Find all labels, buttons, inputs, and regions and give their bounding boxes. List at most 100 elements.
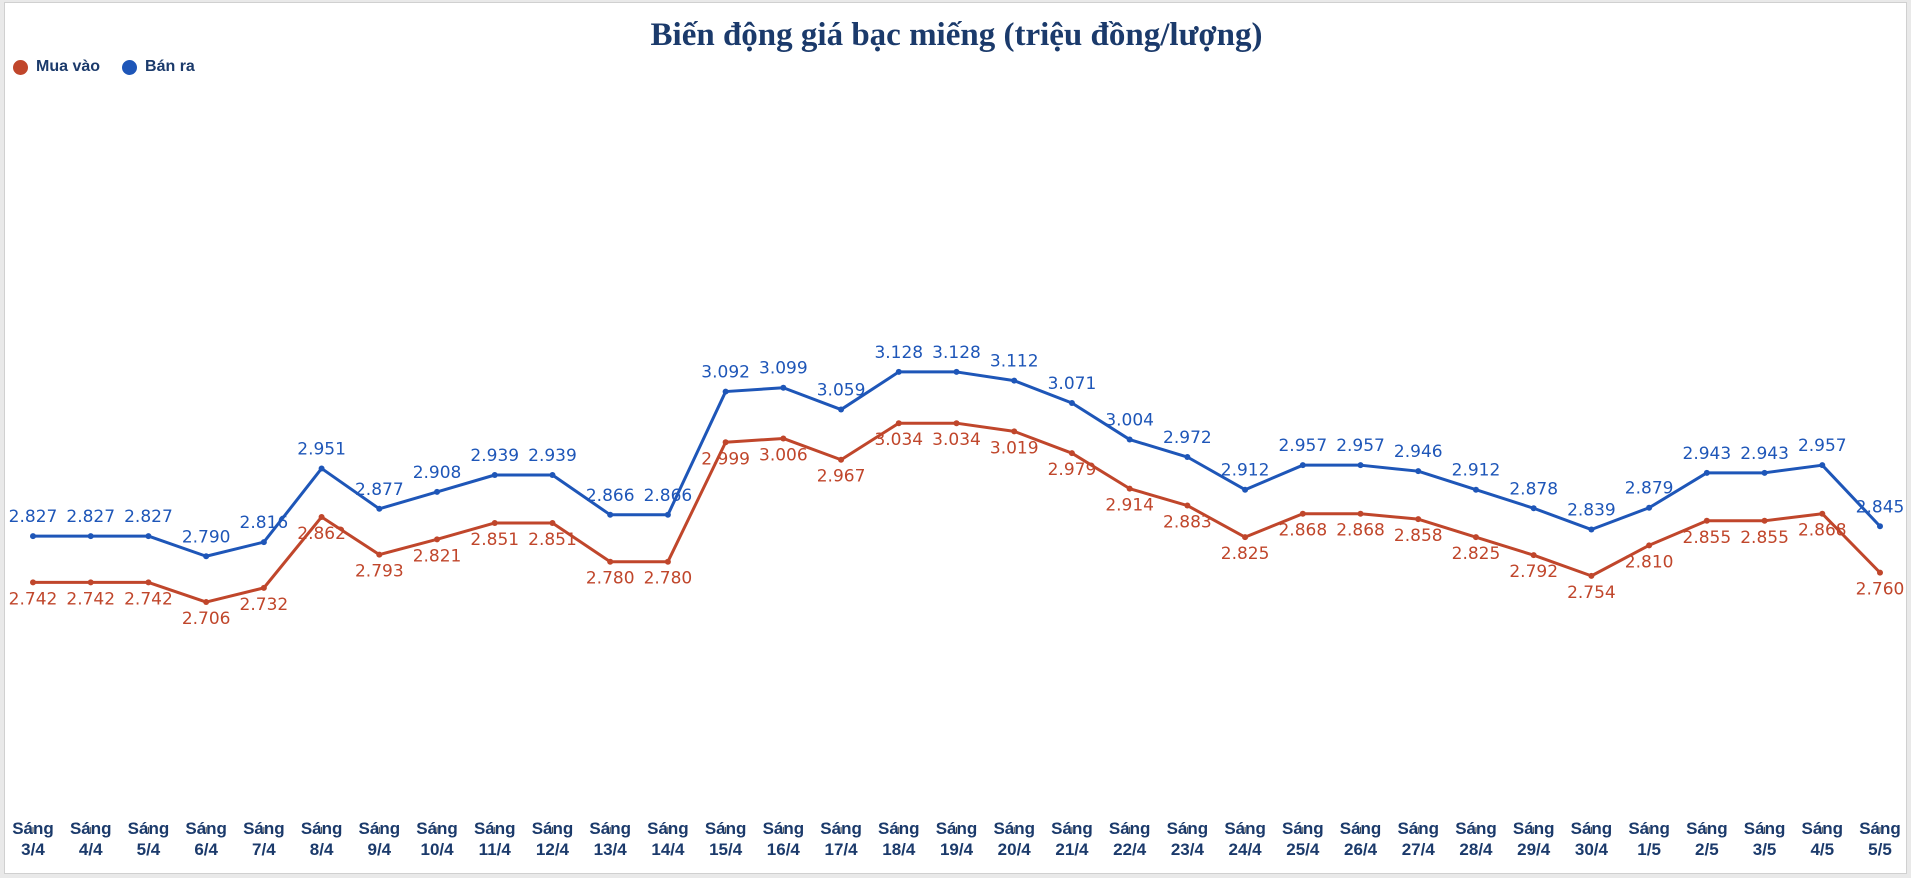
data-label: 2.967 [817, 467, 866, 487]
data-label: 2.883 [1163, 513, 1212, 533]
data-point [203, 599, 210, 606]
x-tick-label: 28/4 [1459, 840, 1493, 859]
data-label: 2.827 [66, 507, 115, 527]
x-tick-label: 4/5 [1810, 840, 1834, 859]
data-point [1011, 377, 1018, 384]
x-tick-label: 30/4 [1575, 840, 1609, 859]
x-tick-label: Sáng [1340, 819, 1382, 838]
data-label: 2.821 [413, 546, 462, 566]
x-tick-label: 10/4 [420, 840, 454, 859]
data-label: 3.128 [932, 343, 981, 363]
legend-item-buy: Mua vào [13, 58, 100, 76]
data-point [549, 471, 556, 478]
data-label: 2.742 [9, 589, 58, 609]
data-point [1877, 569, 1883, 576]
legend-buy-label: Mua vào [36, 58, 101, 75]
data-point [434, 536, 441, 543]
data-point [1646, 504, 1653, 511]
legend-buy-marker [13, 59, 28, 75]
x-tick-label: Sáng [936, 819, 978, 838]
data-label: 2.939 [528, 446, 577, 466]
data-point [376, 551, 383, 558]
x-tick-label: 19/4 [940, 840, 974, 859]
x-tick-label: 5/4 [137, 840, 161, 859]
data-point [895, 420, 902, 427]
x-tick-label: 4/4 [79, 840, 103, 859]
data-label: 2.868 [1336, 521, 1385, 541]
x-tick-label: 16/4 [767, 840, 801, 859]
data-label: 3.004 [1105, 411, 1154, 431]
x-tick-label: 20/4 [998, 840, 1032, 859]
data-label: 2.946 [1394, 442, 1443, 462]
data-label: 2.790 [182, 527, 231, 547]
data-point [1011, 428, 1018, 435]
x-tick-label: 7/4 [252, 840, 276, 859]
data-label: 2.957 [1336, 436, 1385, 456]
data-label: 3.112 [990, 352, 1039, 372]
data-point [1242, 486, 1249, 493]
data-point [780, 435, 787, 442]
data-point [1299, 510, 1306, 517]
x-tick-label: Sáng [1109, 819, 1151, 838]
data-label: 2.855 [1740, 528, 1789, 548]
x-tick-label: Sáng [1282, 819, 1324, 838]
x-tick-label: Sáng [820, 819, 862, 838]
data-label: 2.780 [586, 569, 635, 589]
x-tick-label: Sáng [1224, 819, 1266, 838]
data-point [1877, 523, 1883, 530]
data-point [1184, 454, 1191, 461]
x-tick-label: Sáng [1628, 819, 1670, 838]
x-tick-label: 21/4 [1055, 840, 1089, 859]
data-point [30, 579, 36, 586]
data-point [87, 533, 94, 540]
data-point [1299, 462, 1306, 469]
x-tick-label: 6/4 [194, 840, 218, 859]
legend-sell-marker [122, 59, 138, 75]
x-tick-label: Sáng [301, 819, 343, 838]
data-point [145, 579, 152, 586]
data-point [722, 439, 729, 446]
legend-sell-label: Bán ra [145, 58, 195, 75]
data-point [1761, 517, 1768, 524]
data-label: 2.760 [1856, 580, 1905, 600]
data-label: 2.939 [470, 446, 519, 466]
x-tick-label: Sáng [1051, 819, 1093, 838]
data-label: 2.825 [1221, 544, 1270, 564]
x-tick-label: Sáng [763, 819, 805, 838]
x-tick-label: 2/5 [1695, 840, 1719, 859]
data-point [953, 368, 960, 375]
data-label: 3.034 [932, 430, 981, 450]
x-tick-label: Sáng [185, 819, 227, 838]
data-label: 2.999 [701, 449, 750, 469]
legend-item-sell: Bán ra [122, 58, 195, 76]
data-label: 2.866 [586, 486, 635, 506]
x-tick-label: Sáng [532, 819, 574, 838]
data-point [87, 579, 94, 586]
data-point [953, 420, 960, 427]
x-tick-label: 18/4 [882, 840, 916, 859]
data-point [1184, 502, 1191, 509]
data-point [1472, 486, 1479, 493]
data-label: 2.780 [644, 569, 693, 589]
x-tick-label: Sáng [474, 819, 516, 838]
data-point [722, 388, 729, 395]
x-tick-label: Sáng [878, 819, 920, 838]
x-tick-label: 9/4 [367, 840, 391, 859]
data-point [260, 539, 267, 546]
data-point [318, 465, 325, 472]
data-label: 2.979 [1048, 460, 1097, 480]
data-point [30, 533, 36, 540]
data-label: 2.855 [1683, 528, 1732, 548]
chart-title: Biến động giá bạc miếng (triệu đồng/lượn… [650, 17, 1263, 53]
x-tick-label: Sáng [1571, 819, 1613, 838]
data-label: 2.868 [1798, 521, 1847, 541]
data-point [1588, 572, 1595, 579]
data-point [1703, 469, 1710, 476]
x-tick-label: 29/4 [1517, 840, 1551, 859]
data-label: 2.951 [297, 439, 346, 459]
x-tick-label: Sáng [1397, 819, 1439, 838]
x-tick-label: Sáng [705, 819, 747, 838]
data-point [491, 519, 498, 526]
data-point [1242, 534, 1249, 541]
data-point [607, 511, 614, 518]
